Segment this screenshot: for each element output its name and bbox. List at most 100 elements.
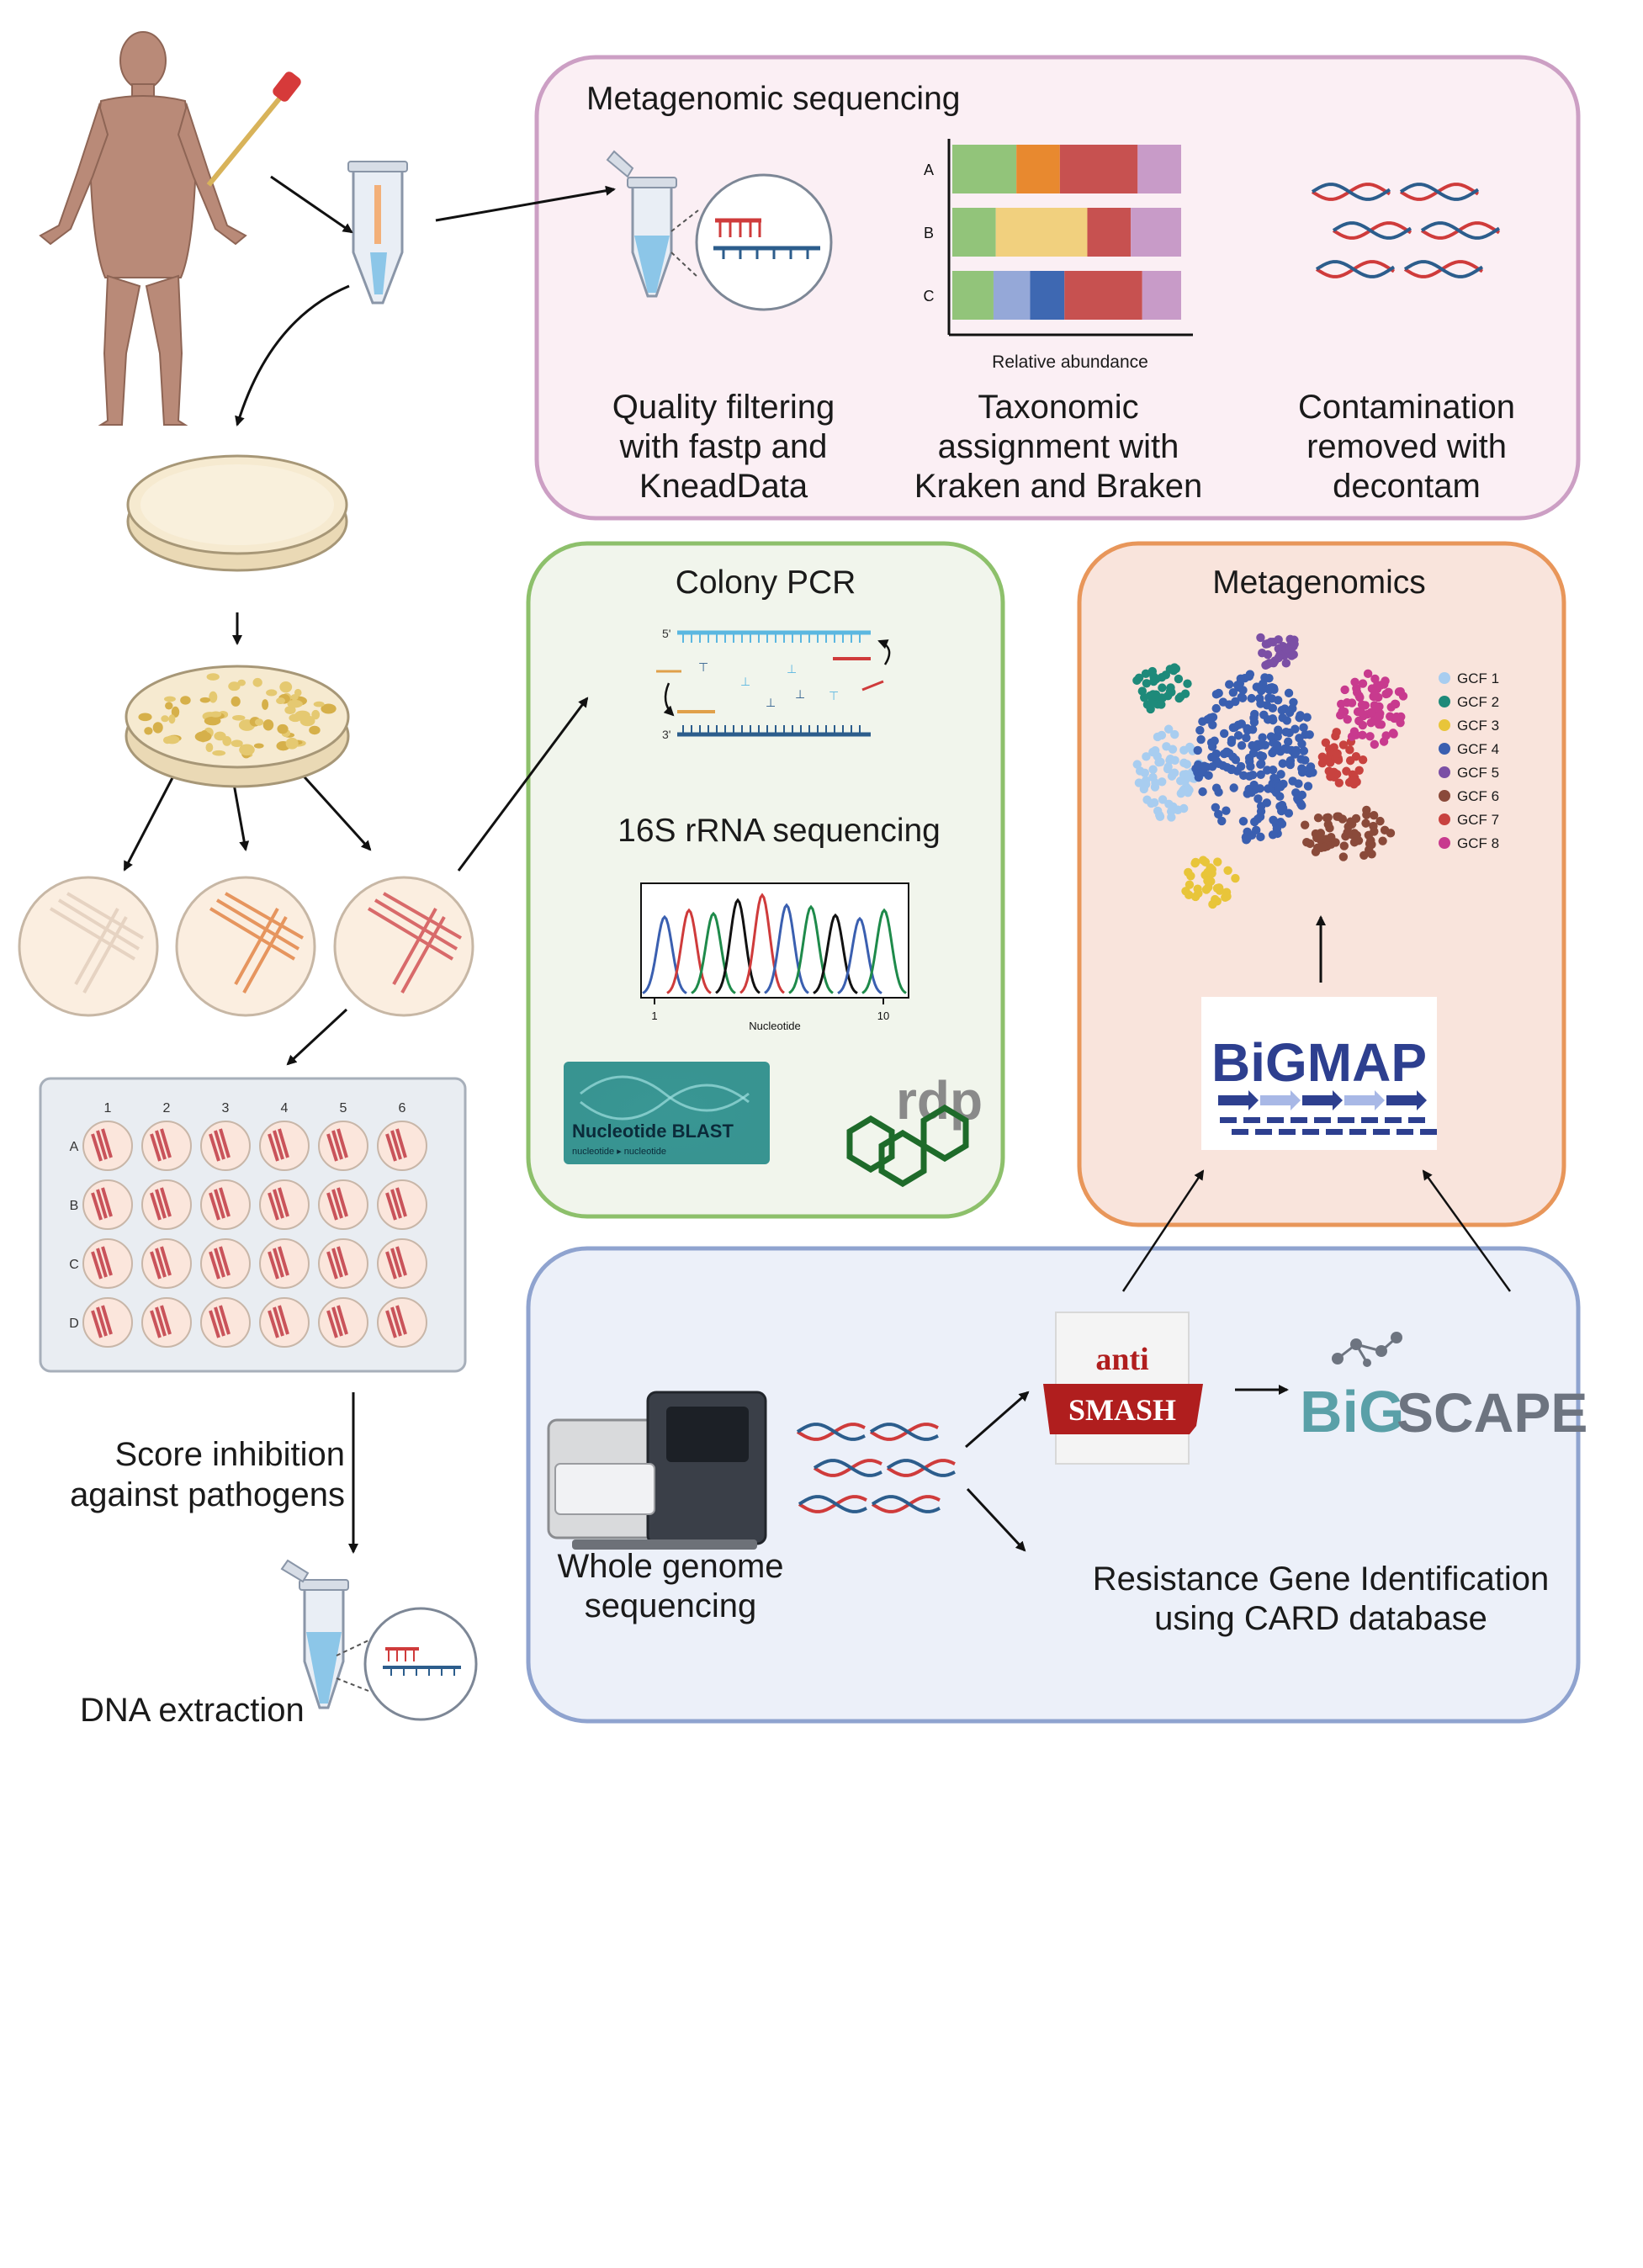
gcf-point: [1269, 815, 1278, 824]
arrow-to-isolate-1: [123, 769, 178, 872]
gcf-point: [1242, 733, 1251, 743]
gcf-point: [1247, 787, 1256, 798]
gcf-point: [1250, 817, 1259, 827]
gcf-point: [1150, 746, 1160, 755]
plate-streak: [91, 1187, 113, 1221]
colony-dot: [279, 681, 293, 693]
gcf-point: [1151, 690, 1161, 699]
gcf-point: [1291, 747, 1301, 756]
bigmap-read: [1420, 1129, 1437, 1135]
quality-filtering-line2: with fastp and: [619, 428, 828, 465]
dna-extraction-tube-icon: [280, 1559, 478, 1721]
gcf-point: [1193, 745, 1202, 755]
wgs-panel: [526, 1246, 1581, 1724]
bigmap-read: [1385, 1117, 1402, 1123]
gcf-point: [1280, 744, 1290, 754]
gcf-point: [1227, 735, 1237, 745]
colony-dot: [209, 711, 222, 718]
bigmap-gene-arrow: [1386, 1090, 1427, 1110]
plate-streak: [268, 1246, 289, 1280]
gcf-point: [1297, 790, 1307, 800]
bigmap-gene-arrow: [1218, 1090, 1259, 1110]
gcf-point: [1178, 787, 1187, 797]
nucleotide-blast-logo[interactable]: [564, 1062, 770, 1164]
bigmap-read: [1397, 1129, 1413, 1135]
legend-label: GCF 8: [1457, 835, 1499, 851]
gcf-point: [1132, 676, 1142, 686]
dna-strand: [1399, 183, 1480, 201]
bigmap-read: [1361, 1117, 1378, 1123]
dna-strand: [886, 1459, 956, 1477]
gcf-point: [1214, 787, 1223, 797]
gcf-point: [1149, 676, 1158, 686]
bigscape-logo[interactable]: BiG SCAPE: [1300, 1332, 1587, 1444]
isolate-plate-1: [18, 876, 159, 1017]
plate-row-label: B: [70, 1199, 79, 1213]
abundance-segment: [1131, 208, 1181, 257]
bigmap-read: [1291, 1117, 1307, 1123]
plate-row-label: A: [70, 1140, 79, 1154]
gcf-point: [1284, 688, 1294, 698]
gcf-point: [1345, 755, 1355, 766]
gcf-point: [1358, 720, 1368, 730]
gcf-point: [1339, 841, 1349, 850]
gcf-point: [1181, 887, 1190, 896]
gcf-point: [1278, 713, 1287, 723]
gcf-point: [1327, 833, 1336, 842]
dna-strand: [1403, 260, 1484, 278]
contamination-line1: Contamination: [1298, 389, 1515, 426]
colony-dot: [162, 736, 172, 745]
svg-text:BiGMAP: BiGMAP: [1211, 1032, 1427, 1093]
antismash-logo[interactable]: anti SMASH: [1043, 1312, 1203, 1465]
gcf-point: [1256, 832, 1265, 842]
colony-dot: [254, 718, 264, 726]
gcf-point: [1233, 731, 1243, 740]
arrow-wgs-to-resistance: [966, 1487, 1026, 1552]
score-inhibition-line2: against pathogens: [70, 1476, 345, 1513]
legend-swatch: [1439, 790, 1450, 802]
gcf-point: [1338, 740, 1349, 750]
colony-dot: [277, 723, 289, 734]
colony-dot: [161, 715, 169, 723]
dna-strand: [1332, 221, 1412, 240]
bigmap-logo[interactable]: BiGMAP: [1201, 997, 1437, 1150]
gcf-point: [1135, 766, 1145, 776]
score-inhibition-line1: Score inhibition: [115, 1436, 346, 1473]
gcf-point: [1222, 763, 1232, 772]
gcf-point: [1323, 813, 1333, 823]
gcf-point: [1258, 751, 1268, 761]
gcf-point: [1337, 699, 1346, 709]
chromatogram-peak: [837, 916, 882, 994]
rdp-logo[interactable]: rdp: [846, 1070, 983, 1188]
gcf-point: [1295, 713, 1304, 723]
gcf-point: [1380, 680, 1389, 689]
arrow-human-to-tube: [270, 175, 353, 234]
dna-strand: [1399, 183, 1480, 201]
colony-dot: [284, 706, 296, 715]
legend-label: GCF 6: [1457, 788, 1499, 804]
plate-streak: [268, 1128, 289, 1162]
gcf-point: [1365, 732, 1375, 741]
gcf-point: [1248, 725, 1258, 734]
bigmap-read: [1314, 1117, 1331, 1123]
plate-streak: [385, 1128, 407, 1162]
plate-row-label: D: [69, 1317, 79, 1331]
colony-dot: [171, 706, 180, 718]
gcf-point: [1391, 699, 1401, 709]
colony-dot: [321, 703, 337, 714]
gcf-point: [1142, 795, 1152, 804]
svg-text:⊥: ⊥: [795, 688, 805, 702]
metagenomic-sequencing-title: Metagenomic sequencing: [586, 81, 960, 117]
gcf-point: [1297, 767, 1307, 777]
gcf-point: [1264, 659, 1275, 668]
colony-pcr-title: Colony PCR: [676, 564, 856, 601]
plate-streak: [385, 1246, 407, 1280]
colony-dot: [266, 689, 278, 697]
gcf-point: [1185, 742, 1195, 752]
gcf-point: [1249, 780, 1259, 790]
sequencer-machine-icon: [547, 1391, 767, 1550]
gcf-point: [1212, 883, 1222, 893]
gcf-point: [1336, 710, 1345, 720]
colony-dot: [311, 709, 321, 720]
bigmap-read: [1302, 1129, 1319, 1135]
